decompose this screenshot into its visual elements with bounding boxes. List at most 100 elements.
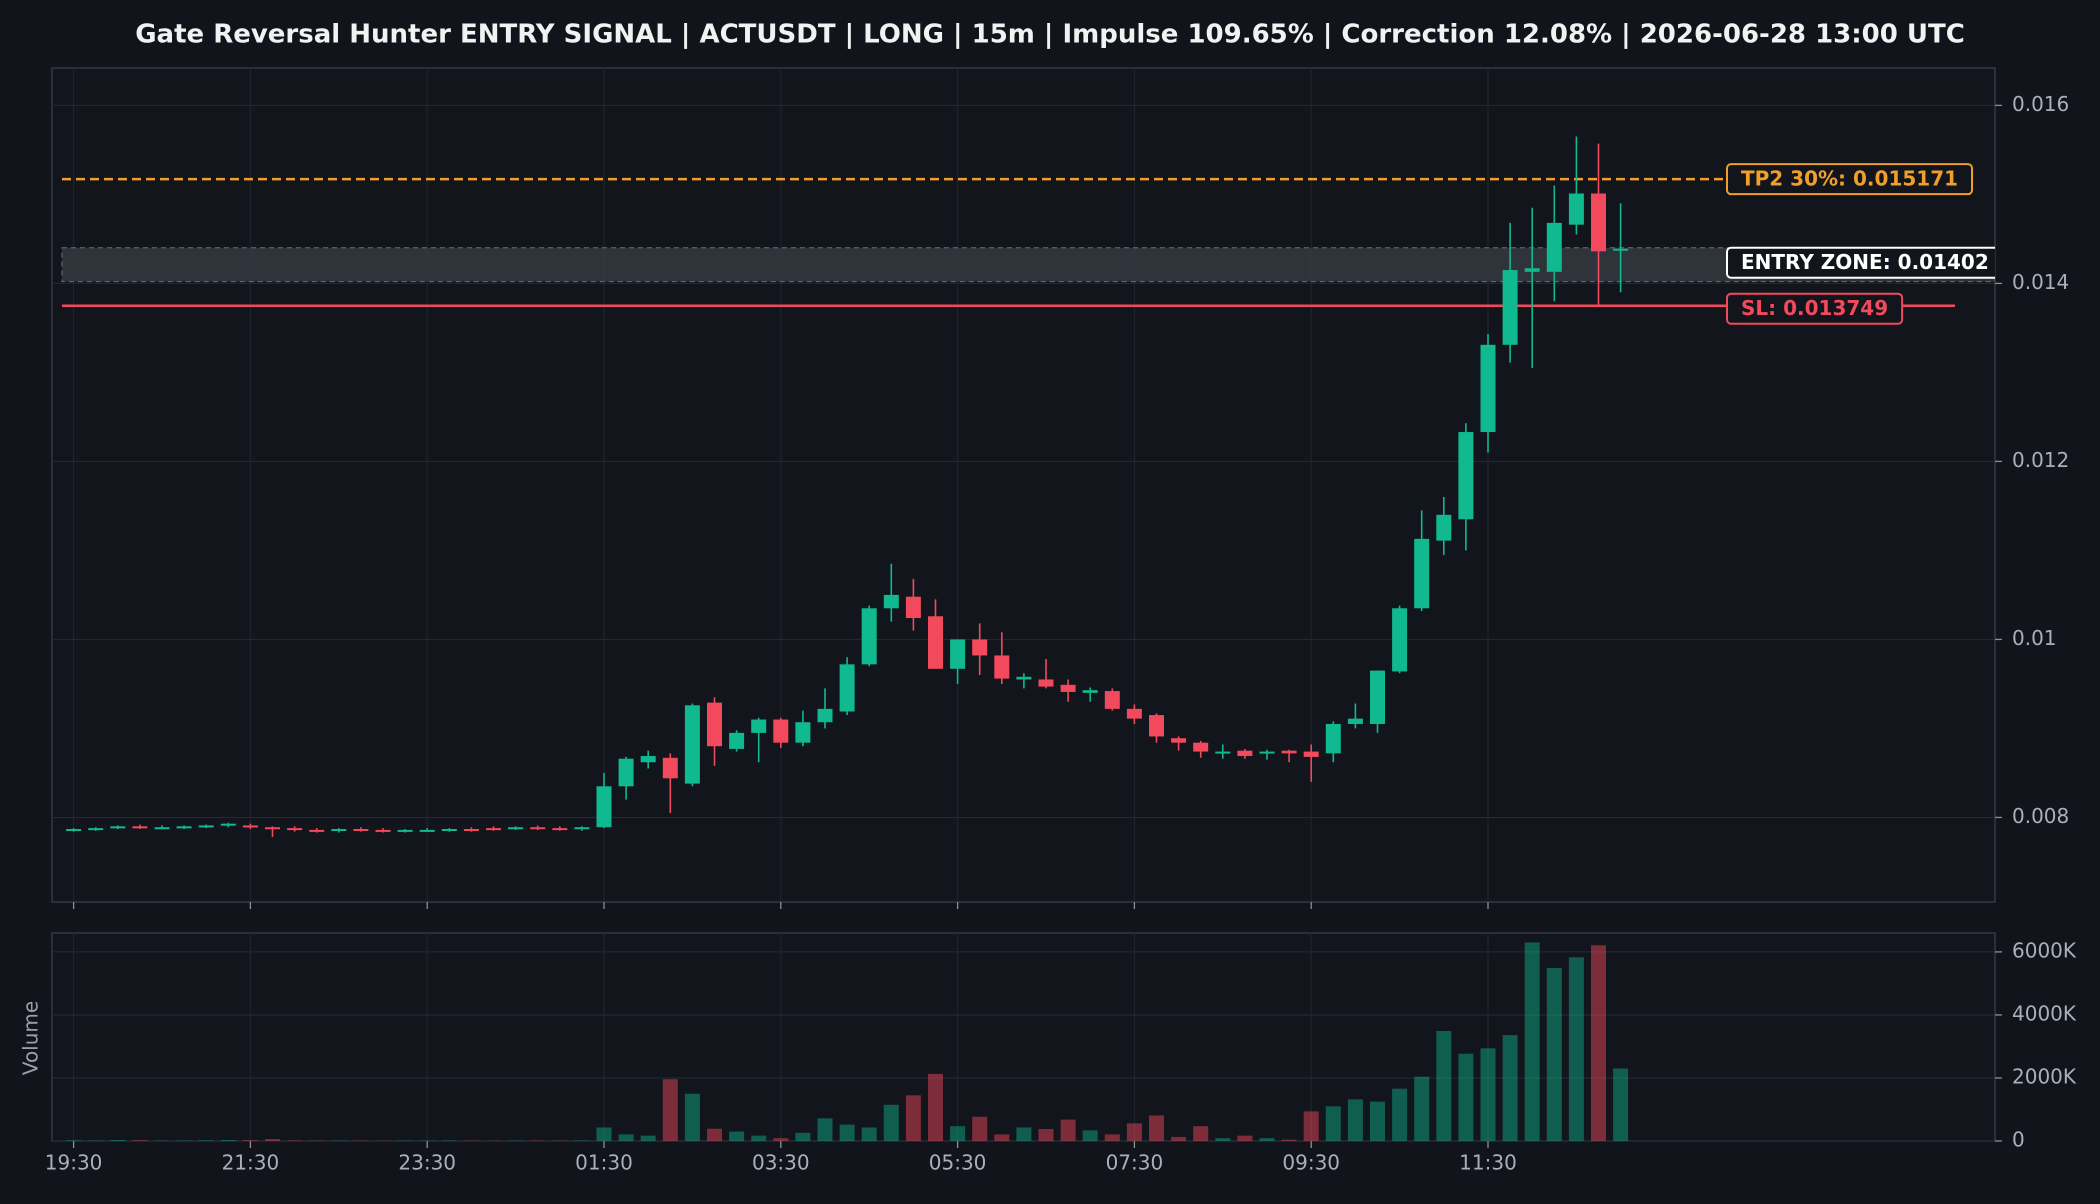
candle-body [1127, 709, 1142, 719]
candle-body [1304, 752, 1319, 757]
level-label-text: SL: 0.013749 [1741, 296, 1888, 320]
x-tick-label: 19:30 [45, 1151, 103, 1175]
x-tick-label: 03:30 [752, 1151, 810, 1175]
candle-body [597, 786, 612, 827]
candle-body [1525, 268, 1540, 272]
entry-zone [62, 248, 1995, 282]
volume-axis-label: Volume [19, 1001, 43, 1075]
volume-bar [1282, 1140, 1297, 1141]
volume-bar [597, 1127, 612, 1141]
y-tick-label: 0.014 [2012, 270, 2069, 294]
candle-body [464, 829, 479, 831]
level-label: ENTRY ZONE: 0.01402 [1727, 248, 2003, 278]
x-tick-label: 07:30 [1106, 1151, 1164, 1175]
volume-bar [685, 1094, 700, 1141]
candle-body [1237, 751, 1252, 756]
candle-body [1149, 715, 1164, 736]
candle-body [1215, 752, 1230, 754]
volume-bar [795, 1133, 810, 1141]
candle-body [486, 828, 501, 830]
candle-body [1282, 751, 1297, 754]
candle-body [1039, 679, 1054, 686]
candle-body [1260, 752, 1275, 754]
candle-body [66, 829, 81, 831]
candle-body [420, 830, 435, 832]
volume-bar [1237, 1136, 1252, 1141]
y-tick-label: 0.012 [2012, 448, 2069, 472]
volume-panel [52, 933, 1995, 1141]
volume-bar [619, 1134, 634, 1141]
y-tick-label: 0.01 [2012, 626, 2057, 650]
candle-body [1392, 608, 1407, 671]
candle-body [1547, 223, 1562, 272]
candle-body [928, 616, 943, 669]
candle-body [818, 709, 833, 722]
candle-body [442, 829, 457, 831]
candle-body [1569, 194, 1584, 225]
candle-body [685, 705, 700, 783]
candle-body [1414, 539, 1429, 608]
volume-bar [1591, 945, 1606, 1141]
volume-bar [1215, 1138, 1230, 1141]
volume-bar [1016, 1127, 1031, 1141]
candle-body [265, 827, 280, 829]
candle-body [663, 758, 678, 778]
candle-body [309, 830, 324, 832]
candle-body [773, 720, 788, 743]
volume-bar [1481, 1048, 1496, 1141]
candle-body [331, 829, 346, 831]
volume-bar [1414, 1077, 1429, 1141]
candle-body [1458, 432, 1473, 519]
volume-bar [1171, 1137, 1186, 1141]
candle-body [1193, 743, 1208, 752]
candle-body [1083, 690, 1098, 693]
candle-body [619, 759, 634, 787]
volume-bar [1260, 1138, 1275, 1141]
level-label: SL: 0.013749 [1727, 294, 1902, 324]
volume-bar [221, 1140, 236, 1141]
candle-body [972, 639, 987, 655]
y-tick-label: 2000K [2012, 1064, 2077, 1088]
candle-body [530, 827, 545, 829]
level-label-text: TP2 30%: 0.015171 [1741, 167, 1958, 191]
candle-body [1613, 249, 1628, 251]
y-tick-label: 0 [2012, 1128, 2025, 1152]
volume-bar [994, 1134, 1009, 1141]
volume-bar [1348, 1099, 1363, 1141]
volume-bar [972, 1117, 987, 1141]
x-tick-label: 01:30 [575, 1151, 633, 1175]
volume-bar [243, 1140, 258, 1141]
x-tick-label: 09:30 [1282, 1151, 1340, 1175]
volume-bar [1304, 1111, 1319, 1141]
candle-body [994, 655, 1009, 678]
candle-body [729, 733, 744, 749]
volume-bar [729, 1132, 744, 1141]
volume-bar [1193, 1126, 1208, 1141]
x-tick-label: 21:30 [222, 1151, 280, 1175]
volume-bar [1105, 1134, 1120, 1141]
candle-body [1370, 671, 1385, 724]
y-tick-label: 0.008 [2012, 804, 2069, 828]
candle-body [1061, 685, 1076, 692]
volume-bar [663, 1079, 678, 1141]
candle-body [1481, 345, 1496, 432]
volume-bar [884, 1105, 899, 1141]
volume-bar [1149, 1115, 1164, 1141]
candle-body [243, 825, 258, 827]
candle-body [88, 828, 103, 830]
candle-body [552, 828, 567, 830]
candle-body [398, 830, 413, 832]
candle-body [1326, 724, 1341, 753]
volume-bar [1613, 1069, 1628, 1141]
volume-bar [1392, 1089, 1407, 1141]
level-label-text: ENTRY ZONE: 0.01402 [1741, 250, 1989, 274]
volume-bar [1083, 1130, 1098, 1141]
candle-body [110, 826, 125, 828]
chart-title: Gate Reversal Hunter ENTRY SIGNAL | ACTU… [135, 20, 1965, 50]
candle-body [1503, 270, 1518, 345]
candle-body [287, 828, 302, 830]
y-tick-label: 6000K [2012, 938, 2077, 962]
candle-body [1105, 691, 1120, 709]
candle-body [641, 756, 656, 762]
volume-bar [862, 1127, 877, 1141]
